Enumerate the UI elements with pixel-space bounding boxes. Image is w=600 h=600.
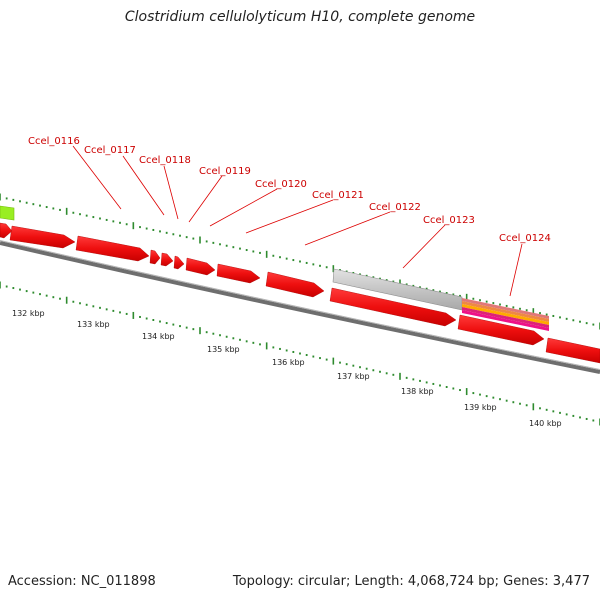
cds-arrow xyxy=(329,287,457,327)
kbp-label: 134 kbp xyxy=(142,332,175,341)
kbp-label: 135 kbp xyxy=(207,345,240,354)
cds-arrow xyxy=(173,255,185,270)
gene-label: Ccel_0124 xyxy=(499,233,551,244)
map-title: Clostridium cellulolyticum H10, complete… xyxy=(124,9,476,25)
gene-label: Ccel_0116 xyxy=(28,136,80,147)
cds-arrow xyxy=(75,235,150,262)
gene-label-group: Ccel_0116 Ccel_0117 Ccel_0118 Ccel_0119 … xyxy=(28,136,551,244)
gene-label: Ccel_0123 xyxy=(423,215,475,226)
gene-label: Ccel_0120 xyxy=(255,179,307,190)
gene-label: Ccel_0121 xyxy=(312,190,364,201)
cds-arrow xyxy=(216,263,261,284)
gene-label: Ccel_0118 xyxy=(139,155,191,166)
cds-arrow xyxy=(0,222,13,239)
genome-summary-text: Topology: circular; Length: 4,068,724 bp… xyxy=(232,574,590,589)
kbp-label-group: 132 kbp 133 kbp 134 kbp 135 kbp 136 kbp … xyxy=(12,309,562,428)
cds-arrow xyxy=(9,225,76,249)
striped-feature xyxy=(462,298,549,331)
inner-tick-ring xyxy=(0,281,600,426)
genome-backbone xyxy=(0,241,600,374)
cds-arrow xyxy=(545,337,600,364)
gene-label: Ccel_0122 xyxy=(369,202,421,213)
kbp-label: 132 kbp xyxy=(12,309,45,318)
cds-arrow xyxy=(265,271,325,298)
cds-track xyxy=(0,222,600,364)
cds-arrow xyxy=(160,252,174,267)
gene-label: Ccel_0117 xyxy=(84,145,136,156)
gene-callouts xyxy=(72,145,523,297)
kbp-label: 139 kbp xyxy=(464,403,497,412)
accession-text: Accession: NC_011898 xyxy=(8,574,156,589)
cds-arrow xyxy=(185,257,216,276)
cds-arrow xyxy=(457,314,545,346)
green-feature xyxy=(0,205,15,221)
cds-arrow xyxy=(149,249,161,265)
kbp-label: 133 kbp xyxy=(77,320,110,329)
kbp-label: 138 kbp xyxy=(401,387,434,396)
outer-tick-ring xyxy=(0,193,600,330)
kbp-label: 137 kbp xyxy=(337,372,370,381)
kbp-label: 140 kbp xyxy=(529,419,562,428)
kbp-label: 136 kbp xyxy=(272,358,305,367)
gene-label: Ccel_0119 xyxy=(199,166,251,177)
